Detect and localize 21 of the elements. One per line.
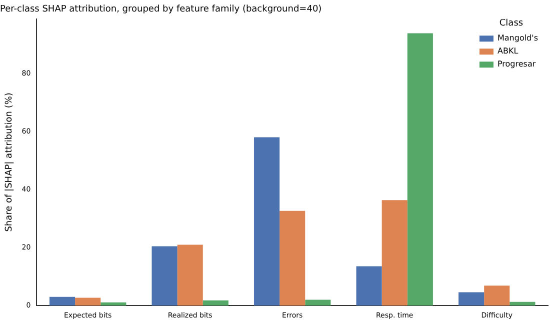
bar	[152, 246, 178, 306]
bar	[458, 292, 484, 306]
bar	[356, 266, 382, 306]
bar	[484, 286, 510, 306]
legend-label: Progresar	[497, 60, 536, 69]
bar	[75, 298, 101, 306]
y-axis-title: Share of |SHAP| attribution (%)	[4, 92, 15, 232]
bar	[407, 33, 433, 306]
legend-title: Class	[499, 18, 524, 29]
bar	[100, 302, 126, 306]
bar	[305, 300, 331, 306]
bar	[49, 296, 76, 306]
bar	[382, 200, 408, 306]
bar	[510, 302, 536, 306]
legend-label: ABKL	[497, 46, 519, 56]
chart-title: Per-class SHAP attribution, grouped by feature family (background=40)	[0, 4, 322, 15]
bar	[254, 137, 280, 306]
bar	[280, 210, 306, 306]
legend-label: Mangold's	[497, 34, 538, 43]
bar	[177, 244, 203, 306]
bar	[202, 300, 228, 306]
